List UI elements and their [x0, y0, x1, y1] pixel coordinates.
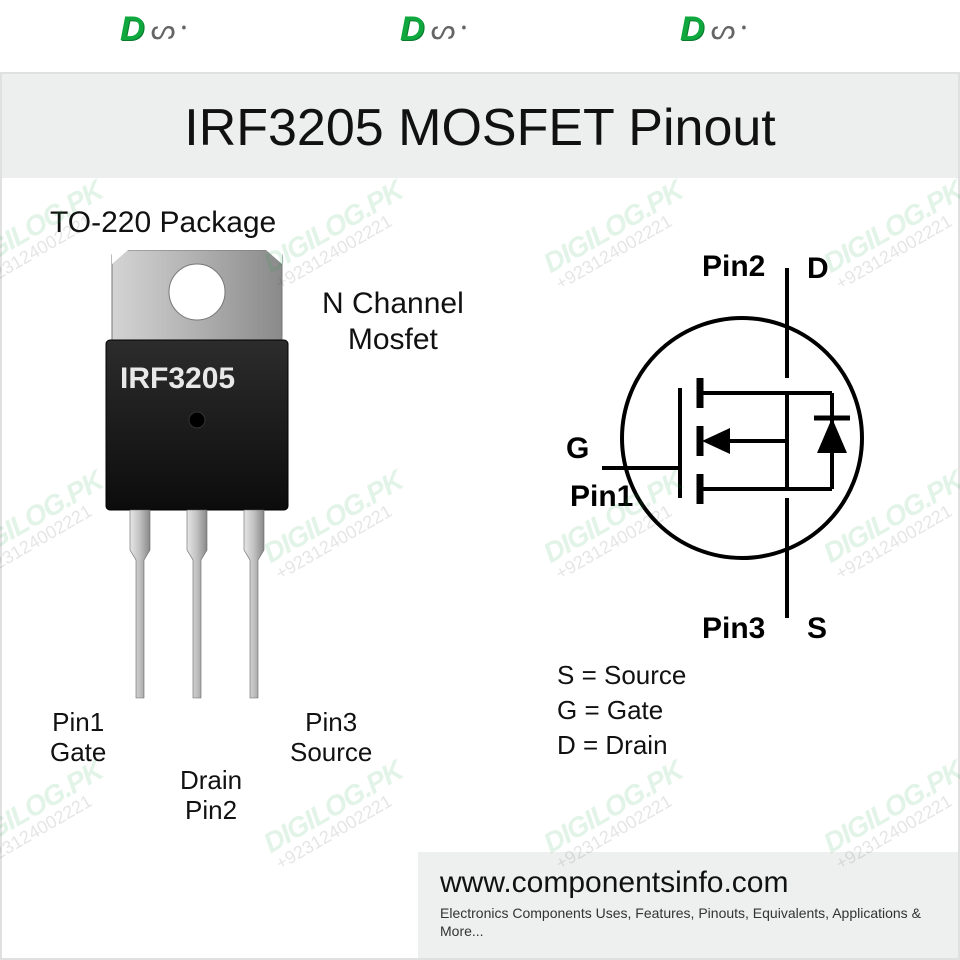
pin1-label: Pin1 Gate	[50, 708, 106, 768]
to220-component: IRF3205	[92, 250, 322, 715]
d-logo-letter: D	[120, 10, 145, 49]
d-logo-trail: ᔕ᛫	[151, 13, 193, 46]
title-bar: IRF3205 MOSFET Pinout	[2, 74, 958, 178]
top-watermark-strip: D ᔕ᛫ D ᔕ᛫ D ᔕ᛫	[0, 0, 960, 72]
top-logo-2: D ᔕ᛫	[400, 10, 472, 49]
sch-pin2-num: Pin2	[702, 250, 765, 283]
top-logo-1: D ᔕ᛫	[120, 10, 192, 49]
footer-url: www.componentsinfo.com	[440, 866, 936, 900]
sch-s-letter: S	[807, 612, 827, 645]
legend-d: D = Drain	[557, 728, 686, 763]
sch-d-letter: D	[807, 252, 829, 285]
channel-type-label: N Channel Mosfet	[322, 286, 464, 358]
pin-legend: S = Source G = Gate D = Drain	[557, 658, 686, 763]
footer-box: www.componentsinfo.com Electronics Compo…	[418, 852, 958, 958]
package-label: TO-220 Package	[50, 206, 276, 240]
footer-tagline: Electronics Components Uses, Features, P…	[440, 904, 936, 940]
d-logo-trail: ᔕ᛫	[711, 13, 753, 46]
main-card: IRF3205 MOSFET Pinout TO-220 Package N C…	[0, 72, 960, 960]
pin2-label: Drain Pin2	[180, 766, 242, 826]
legend-s: S = Source	[557, 658, 686, 693]
mosfet-schematic: Pin2 D G Pin1 Pin3 S	[532, 238, 932, 663]
leads	[130, 510, 264, 698]
legend-g: G = Gate	[557, 693, 686, 728]
d-logo-letter: D	[680, 10, 705, 49]
sch-pin1-num: Pin1	[570, 480, 633, 513]
schematic-svg: Pin2 D G Pin1 Pin3 S	[532, 238, 932, 658]
sch-pin3-num: Pin3	[702, 612, 765, 645]
part-marking: IRF3205	[120, 362, 235, 395]
to220-svg: IRF3205	[92, 250, 322, 710]
d-logo-letter: D	[400, 10, 425, 49]
content-area: TO-220 Package N Channel Mosfet	[2, 178, 958, 958]
pin3-label: Pin3 Source	[290, 708, 372, 768]
sch-g-letter: G	[566, 432, 589, 465]
d-logo-trail: ᔕ᛫	[431, 13, 473, 46]
top-logo-3: D ᔕ᛫	[680, 10, 752, 49]
